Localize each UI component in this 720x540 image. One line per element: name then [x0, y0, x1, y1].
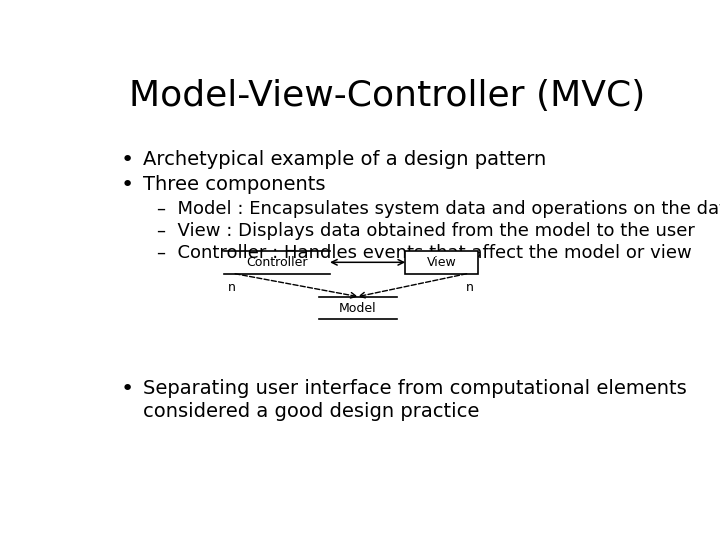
- Text: •: •: [121, 175, 134, 195]
- Text: –  Model : Encapsulates system data and operations on the data: – Model : Encapsulates system data and o…: [157, 200, 720, 218]
- Text: –  Controller : Handles events that affect the model or view: – Controller : Handles events that affec…: [157, 244, 692, 262]
- Text: Model-View-Controller (MVC): Model-View-Controller (MVC): [129, 79, 645, 113]
- Text: n: n: [228, 281, 236, 294]
- Text: considered a good design practice: considered a good design practice: [143, 402, 480, 421]
- Text: Separating user interface from computational elements: Separating user interface from computati…: [143, 379, 687, 398]
- Text: View: View: [427, 256, 456, 269]
- Text: •: •: [121, 379, 134, 399]
- Text: •: •: [121, 150, 134, 170]
- Text: Archetypical example of a design pattern: Archetypical example of a design pattern: [143, 150, 546, 169]
- Text: Model: Model: [339, 301, 377, 314]
- Text: n: n: [466, 281, 473, 294]
- Text: –  View : Displays data obtained from the model to the user: – View : Displays data obtained from the…: [157, 222, 695, 240]
- Bar: [405, 251, 478, 274]
- Text: Controller: Controller: [246, 256, 307, 269]
- Text: Three components: Three components: [143, 175, 325, 194]
